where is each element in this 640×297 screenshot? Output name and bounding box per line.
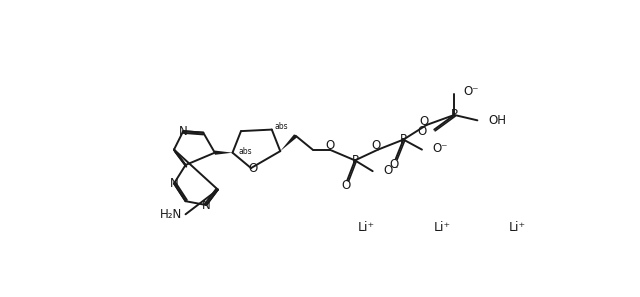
Text: O: O [417,125,427,138]
Text: Li⁺: Li⁺ [509,221,526,234]
Text: P: P [451,108,458,121]
Text: abs: abs [239,147,252,156]
Text: OH: OH [488,114,506,127]
Text: O: O [371,139,380,152]
Polygon shape [215,151,232,155]
Text: N: N [179,125,188,138]
Text: O: O [248,162,257,175]
Text: N: N [202,198,211,211]
Text: O: O [420,115,429,128]
Text: Li⁺: Li⁺ [433,221,451,234]
Text: O⁻: O⁻ [383,164,399,177]
Text: H₂N: H₂N [160,208,182,221]
Text: abs: abs [274,122,288,131]
Text: N: N [170,177,179,190]
Text: O: O [325,139,334,152]
Polygon shape [280,134,297,151]
Text: O: O [390,158,399,171]
Text: P: P [400,133,407,146]
Text: O: O [342,179,351,192]
Text: Li⁺: Li⁺ [358,221,375,234]
Text: P: P [351,154,358,167]
Text: O⁻: O⁻ [463,85,479,98]
Text: O⁻: O⁻ [432,142,447,155]
